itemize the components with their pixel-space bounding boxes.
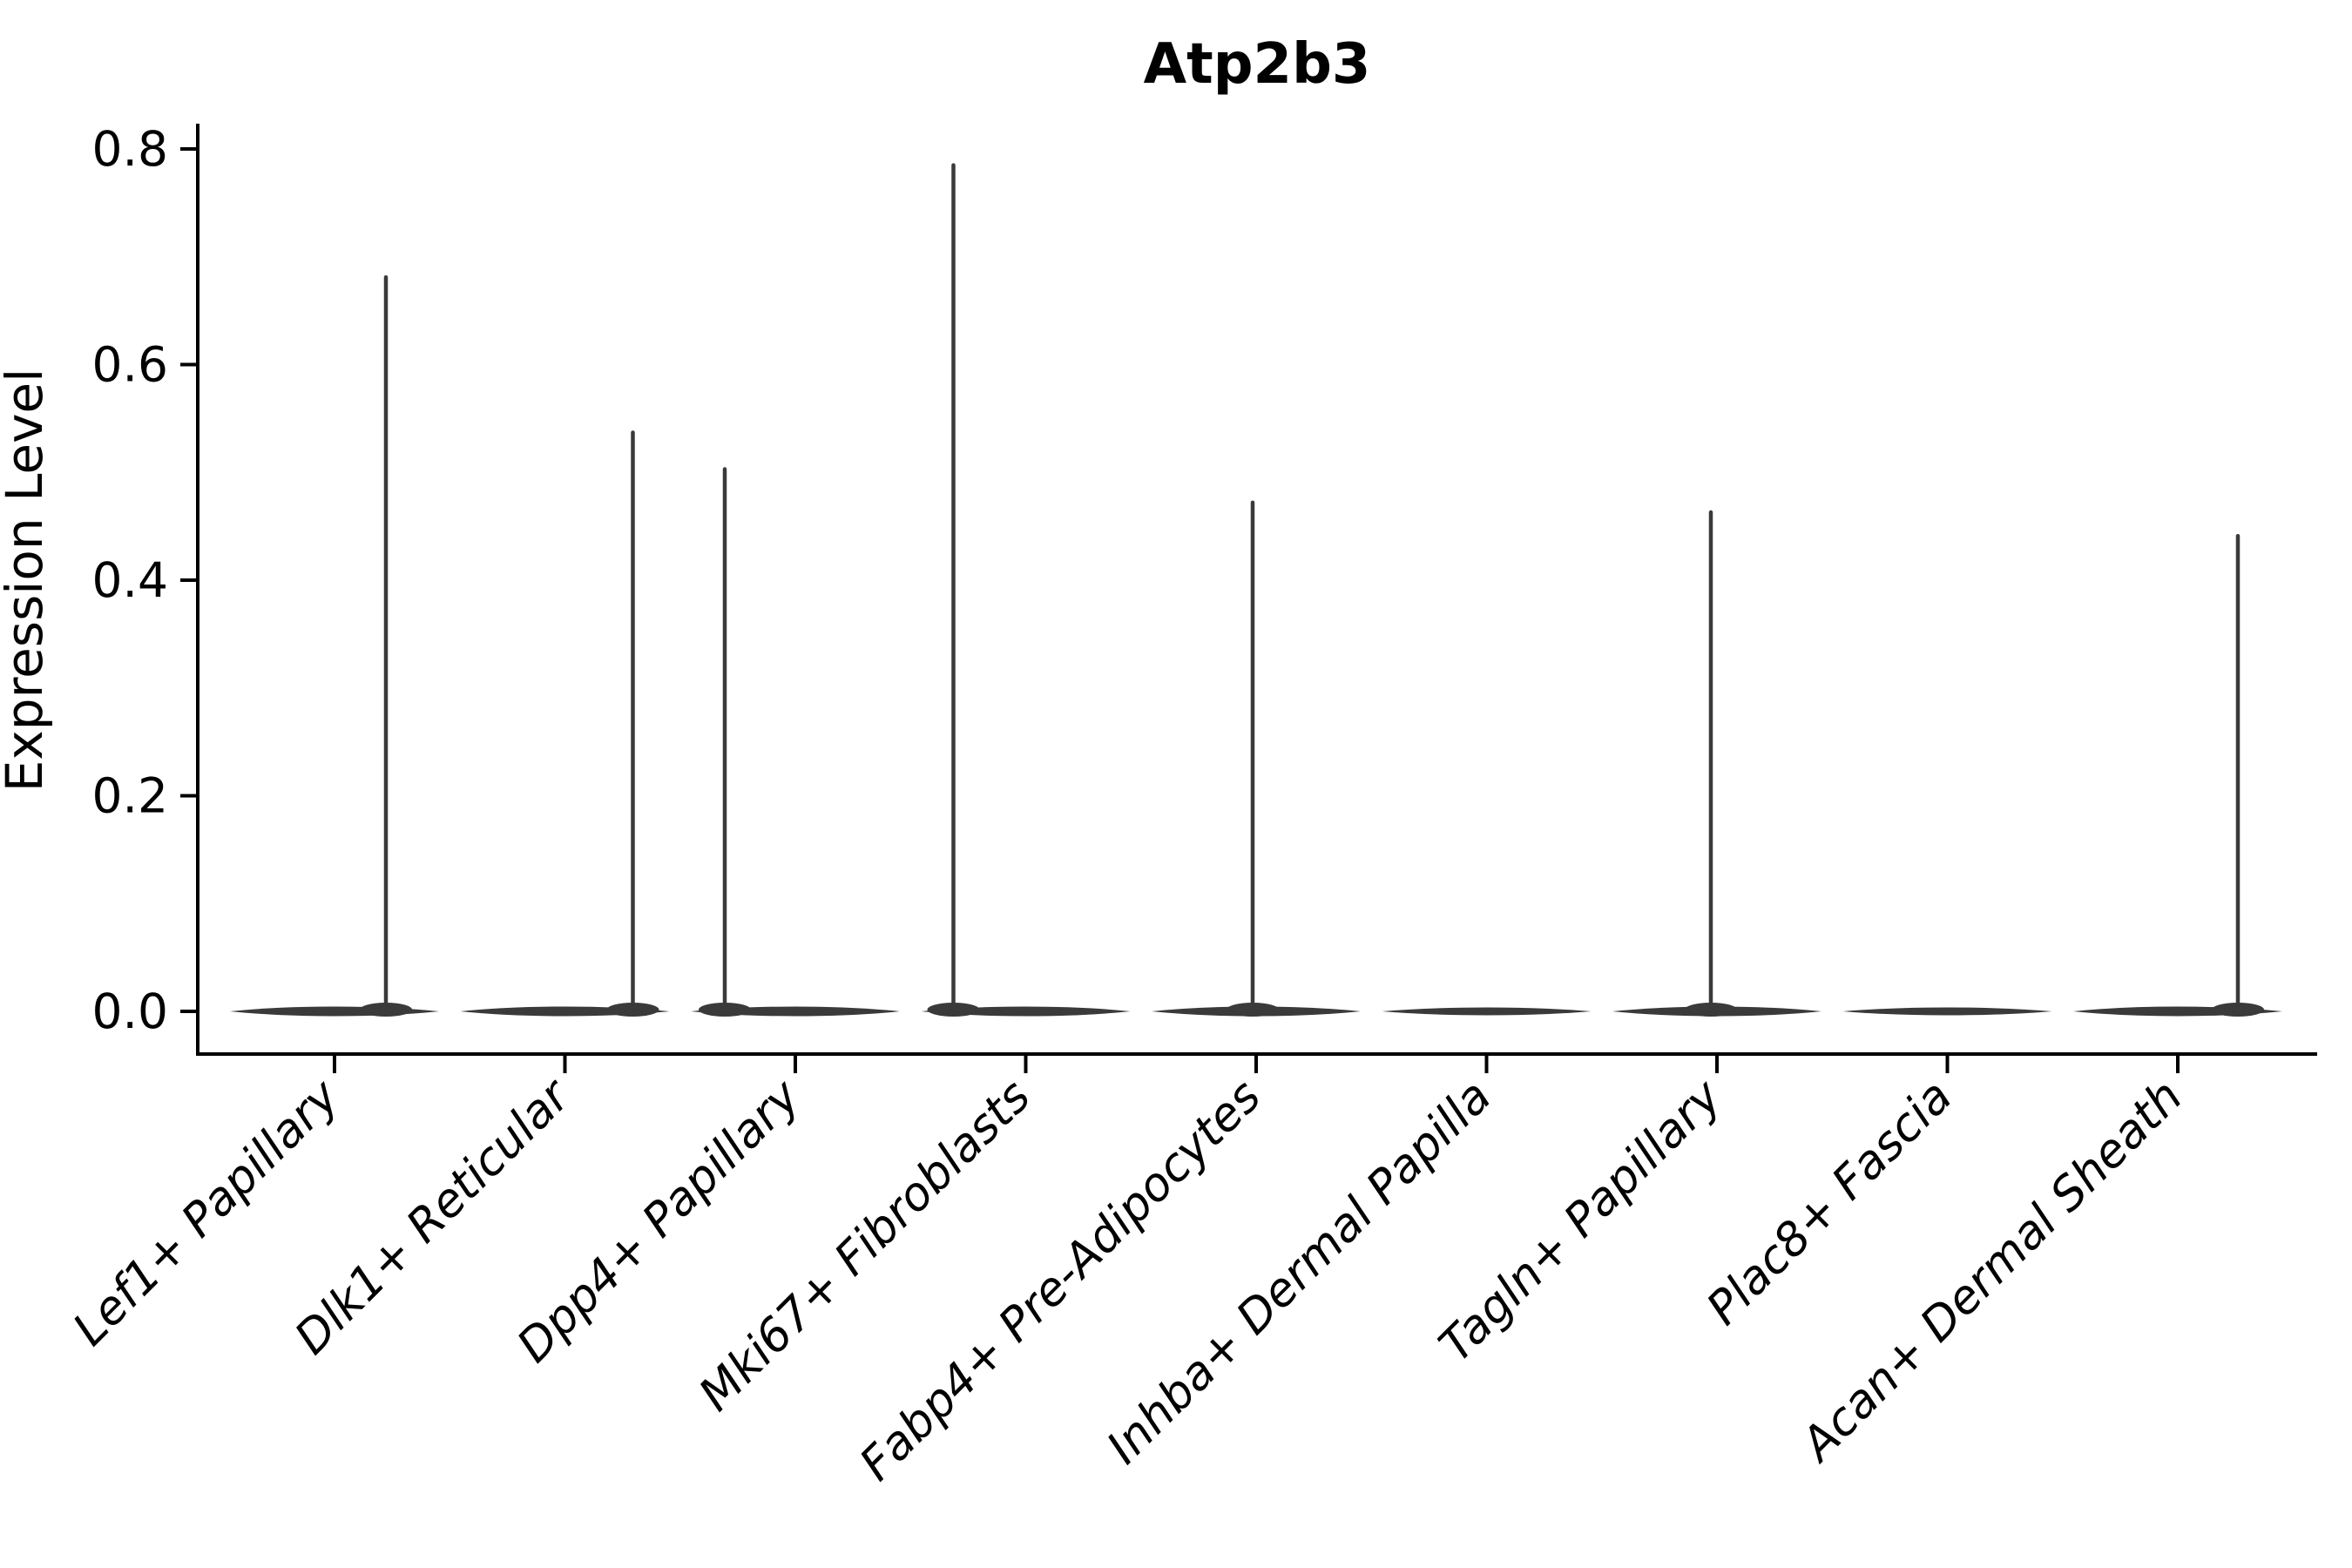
violins (230, 163, 2282, 1017)
violin (1152, 500, 1361, 1017)
violin (921, 163, 1131, 1017)
violin (1382, 1007, 1592, 1016)
violin-body (1382, 1007, 1592, 1016)
violin-body (1842, 1007, 2052, 1016)
y-tick-label: 0.2 (92, 768, 168, 824)
violin (460, 430, 670, 1017)
violin (1612, 510, 1821, 1017)
violin (230, 275, 439, 1017)
y-tick-labels: 0.0 0.2 0.4 0.6 0.8 (92, 121, 168, 1039)
y-tick-label: 0.6 (92, 337, 168, 393)
x-tick-label: Plac8+ Fascia (1697, 1070, 1963, 1335)
y-tick-label: 0.0 (92, 983, 168, 1039)
y-tick-label: 0.4 (92, 552, 168, 608)
x-tick-label: Inhba+ Dermal Papilla (1097, 1070, 1501, 1474)
plot-title: Atp2b3 (1144, 32, 1371, 97)
y-axis-label: Expression Level (0, 368, 54, 792)
violin (1842, 1007, 2052, 1016)
axes (180, 124, 2317, 1073)
x-tick-label: Acan+ Dermal Sheath (1790, 1070, 2193, 1473)
violin (691, 467, 900, 1017)
violin (2073, 534, 2282, 1017)
x-tick-label: Fabp4+ Pre-Adipocytes (850, 1070, 1272, 1491)
y-tick-label: 0.8 (92, 121, 168, 177)
